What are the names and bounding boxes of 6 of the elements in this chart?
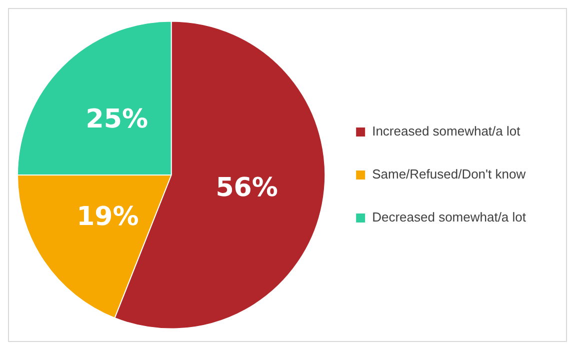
- data-label: 56%: [216, 173, 278, 204]
- data-label: 19%: [76, 202, 139, 232]
- legend-label: Increased somewhat/a lot: [372, 124, 521, 139]
- legend-label: Same/Refused/Don't know: [372, 166, 526, 182]
- data-label: 25%: [86, 104, 148, 134]
- legend-label: Decreased somewhat/a lot: [372, 210, 526, 225]
